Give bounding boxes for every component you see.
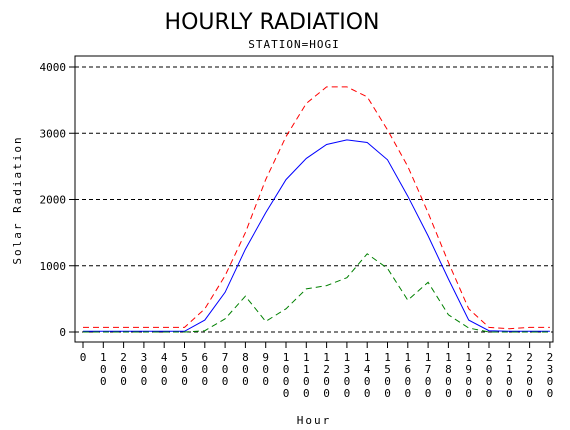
x-tick-label: 0 — [80, 351, 87, 364]
series-line-1 — [83, 86, 550, 330]
y-axis-label: Solar Radiation — [11, 135, 24, 264]
y-tick-label: 0 — [59, 326, 66, 339]
x-ticks: 0 1 0 0 2 0 0 3 0 0 4 0 0 5 0 0 6 0 0 7 0 0 8 0 0 9 0 0 1 0 0 0 1 1 0 0 1 2 0 0… — [80, 342, 554, 400]
grid — [75, 66, 553, 333]
chart-title: HOURLY RADIATION — [165, 10, 380, 35]
series-lines — [83, 86, 550, 333]
x-axis-label: Hour — [297, 414, 332, 427]
y-tick-label: 3000 — [40, 127, 67, 140]
y-tick-label: 1000 — [40, 260, 67, 273]
chart-subtitle: STATION=HOGI — [248, 38, 339, 51]
series-line-3 — [83, 253, 550, 333]
y-tick-label: 4000 — [40, 61, 67, 74]
y-tick-label: 2000 — [40, 194, 67, 207]
series-line-2 — [83, 139, 550, 332]
y-ticks: 0 1000 2000 3000 4000 — [40, 61, 75, 339]
